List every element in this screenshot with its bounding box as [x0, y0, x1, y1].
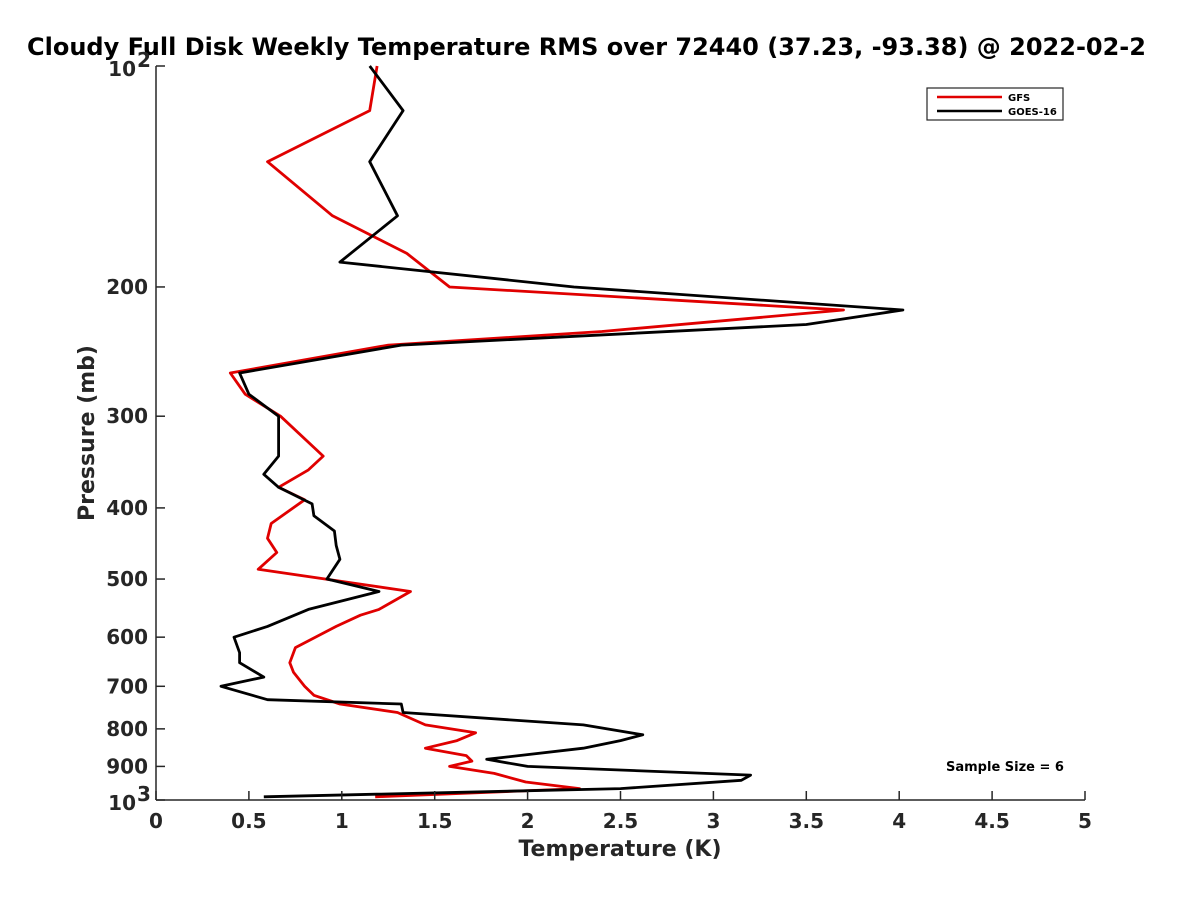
series-line-gfs	[228, 65, 845, 799]
y-tick-exponent: 2	[137, 48, 151, 72]
legend-box	[926, 87, 1064, 121]
y-tick-label: 500	[106, 567, 148, 591]
y-tick-label: 800	[106, 717, 148, 741]
y-tick-label: 300	[106, 404, 148, 428]
sample-size-annotation: Sample Size = 6	[946, 760, 1064, 775]
x-axis-ticks: 0 0.5 1 1.5 2 2.5 3 3.5 4 4.5 5	[149, 791, 1092, 833]
x-tick-label: 1.5	[417, 809, 452, 833]
plot-area-frame	[156, 66, 1085, 800]
y-tick-label: 700	[106, 674, 148, 698]
x-tick-label: 0	[149, 809, 163, 833]
series-line-goes16	[219, 65, 905, 799]
chart-title: Cloudy Full Disk Weekly Temperature RMS …	[27, 33, 1146, 61]
x-tick-label: 3.5	[789, 809, 824, 833]
x-tick-label: 2	[521, 809, 535, 833]
x-tick-label: 5	[1078, 809, 1092, 833]
y-tick-label: 10	[108, 791, 136, 815]
y-tick-label: 400	[106, 496, 148, 520]
legend-label-goes16: GOES-16	[1008, 107, 1057, 118]
x-tick-label: 3	[706, 809, 720, 833]
y-axis-label: Pressure (mb)	[75, 345, 100, 521]
x-tick-label: 4.5	[974, 809, 1009, 833]
y-tick-label: 200	[106, 275, 148, 299]
x-tick-label: 4	[892, 809, 906, 833]
x-tick-label: 2.5	[603, 809, 638, 833]
legend: GFS GOES-16	[926, 87, 1064, 121]
y-tick-label: 10	[108, 57, 136, 81]
y-tick-label: 900	[106, 754, 148, 778]
x-tick-label: 0.5	[231, 809, 266, 833]
y-tick-exponent: 3	[137, 782, 151, 806]
x-tick-label: 1	[335, 809, 349, 833]
legend-label-gfs: GFS	[1008, 93, 1030, 104]
plot-lines	[219, 65, 905, 799]
y-tick-label: 600	[106, 625, 148, 649]
x-axis-label: Temperature (K)	[518, 837, 721, 862]
